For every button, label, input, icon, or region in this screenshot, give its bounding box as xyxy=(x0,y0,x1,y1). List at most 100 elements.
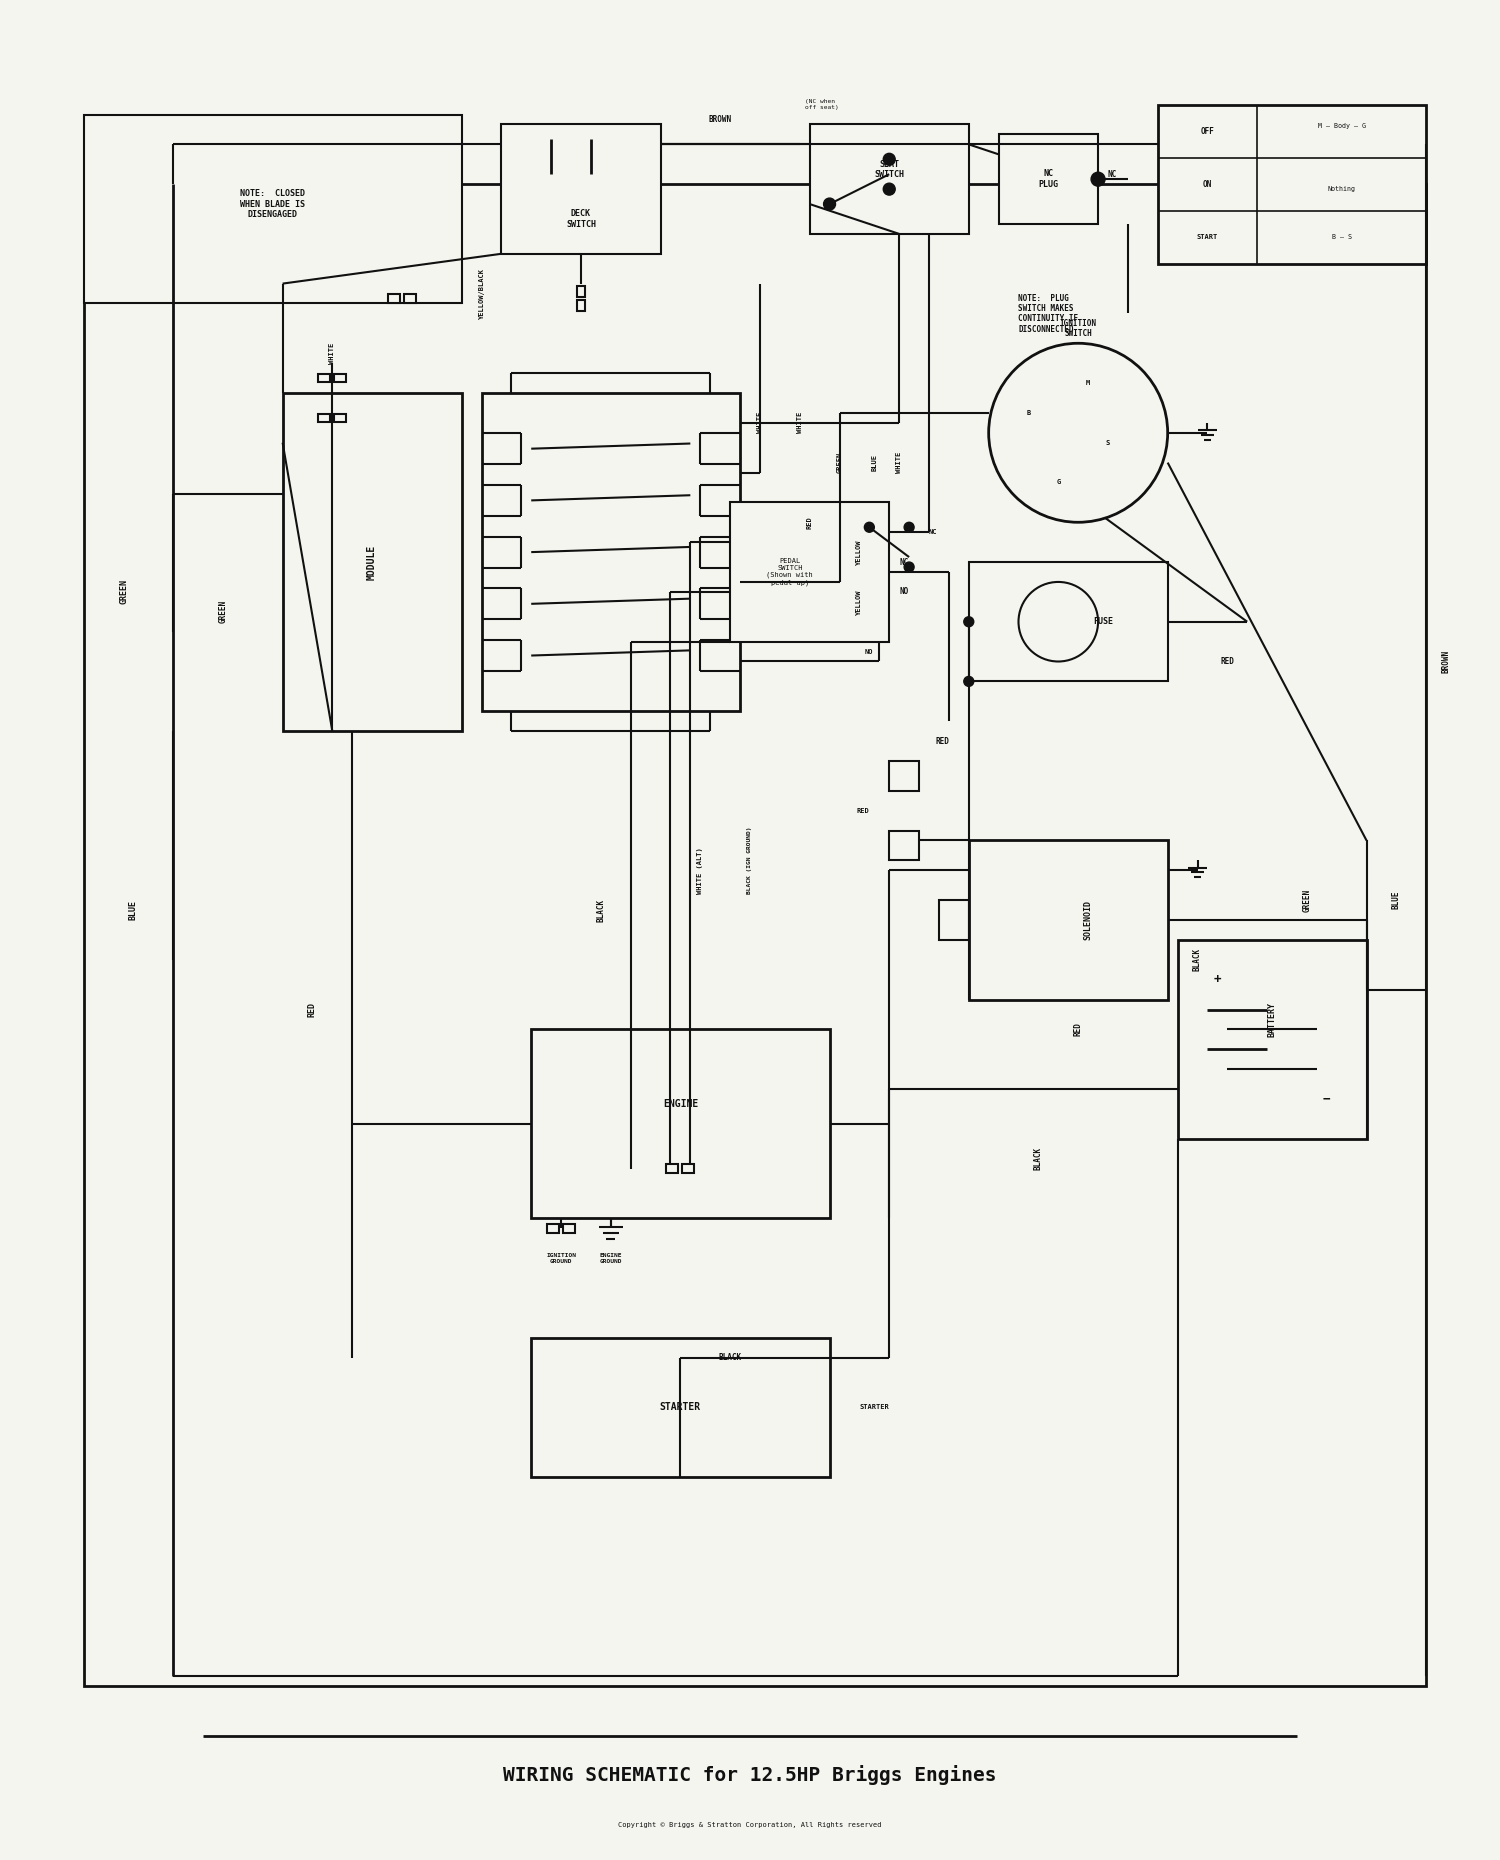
Bar xyxy=(939,900,969,939)
Text: START: START xyxy=(1197,234,1218,240)
Text: MODULE: MODULE xyxy=(368,545,376,580)
Text: +: + xyxy=(1214,973,1221,986)
Bar xyxy=(562,1224,574,1233)
Bar xyxy=(666,1164,678,1174)
Text: YELLOW: YELLOW xyxy=(856,539,862,565)
Circle shape xyxy=(884,182,896,195)
Text: YELLOW/BLACK: YELLOW/BLACK xyxy=(478,268,484,320)
Text: S: S xyxy=(1106,439,1110,446)
Text: IGNITION
GROUND: IGNITION GROUND xyxy=(546,1254,576,1263)
Text: STARTER: STARTER xyxy=(660,1402,700,1412)
Bar xyxy=(730,502,890,642)
Circle shape xyxy=(904,523,914,532)
Text: RED: RED xyxy=(934,737,950,746)
Bar xyxy=(388,294,400,303)
Text: M: M xyxy=(1086,379,1090,387)
Bar xyxy=(334,413,346,422)
Bar xyxy=(999,134,1098,223)
Text: SEAT
SWITCH: SEAT SWITCH xyxy=(874,160,904,179)
Circle shape xyxy=(904,562,914,573)
Text: Copyright © Briggs & Stratton Corporation, All Rights reserved: Copyright © Briggs & Stratton Corporatio… xyxy=(618,1823,882,1828)
Text: BLACK: BLACK xyxy=(1034,1148,1042,1170)
Text: WHITE: WHITE xyxy=(796,413,802,433)
Text: YELLOW: YELLOW xyxy=(856,590,862,614)
Bar xyxy=(318,374,330,383)
Bar xyxy=(531,1337,830,1477)
Text: B – S: B – S xyxy=(1332,234,1352,240)
Bar xyxy=(890,761,920,790)
Text: NOTE:  CLOSED
WHEN BLADE IS
DISENGAGED: NOTE: CLOSED WHEN BLADE IS DISENGAGED xyxy=(240,190,304,219)
Bar xyxy=(501,125,660,253)
Text: BLACK (IGN GROUND): BLACK (IGN GROUND) xyxy=(747,826,753,895)
Text: NC: NC xyxy=(1108,169,1118,179)
Bar xyxy=(404,294,416,303)
Text: NC: NC xyxy=(900,558,909,567)
Bar xyxy=(548,1224,560,1233)
Bar xyxy=(682,1164,694,1174)
Circle shape xyxy=(1019,582,1098,662)
Text: ENGINE: ENGINE xyxy=(663,1099,698,1109)
Text: BROWN: BROWN xyxy=(708,115,732,125)
Bar xyxy=(531,1029,830,1218)
Text: NO: NO xyxy=(900,588,909,597)
Bar xyxy=(969,841,1167,999)
Text: STARTER: STARTER xyxy=(859,1404,889,1410)
Text: IGNITION
SWITCH: IGNITION SWITCH xyxy=(1059,318,1096,339)
Text: BLACK: BLACK xyxy=(1192,949,1202,971)
Text: DECK
SWITCH: DECK SWITCH xyxy=(566,210,596,229)
Bar xyxy=(578,301,585,311)
Bar xyxy=(84,115,462,303)
Bar xyxy=(578,286,585,296)
Text: OFF: OFF xyxy=(1200,126,1215,136)
Text: M – Body – G: M – Body – G xyxy=(1317,123,1365,128)
Text: BATTERY: BATTERY xyxy=(1268,1003,1276,1038)
Text: GREEN: GREEN xyxy=(1302,889,1311,911)
Circle shape xyxy=(964,618,974,627)
Text: SOLENOID: SOLENOID xyxy=(1083,900,1092,939)
Text: ON: ON xyxy=(1203,180,1212,188)
Text: WIRING SCHEMATIC for 12.5HP Briggs Engines: WIRING SCHEMATIC for 12.5HP Briggs Engin… xyxy=(503,1765,996,1786)
Text: NOTE:  PLUG
SWITCH MAKES
CONTINUITY IF
DISCONNECTED: NOTE: PLUG SWITCH MAKES CONTINUITY IF DI… xyxy=(1019,294,1078,333)
Text: BLACK: BLACK xyxy=(718,1352,741,1362)
Text: BLUE: BLUE xyxy=(129,900,138,921)
Text: GREEN: GREEN xyxy=(219,601,228,623)
Text: ENGINE
GROUND: ENGINE GROUND xyxy=(600,1254,622,1263)
Text: FUSE: FUSE xyxy=(1094,618,1113,627)
Text: −: − xyxy=(1323,1092,1330,1105)
Text: WHITE (ALT): WHITE (ALT) xyxy=(698,846,703,893)
Circle shape xyxy=(824,197,836,210)
Circle shape xyxy=(884,153,896,166)
Text: G: G xyxy=(1056,480,1060,485)
Circle shape xyxy=(1090,173,1106,186)
Text: BLACK: BLACK xyxy=(597,898,606,923)
Bar xyxy=(810,125,969,234)
Bar xyxy=(282,392,462,731)
Text: RED: RED xyxy=(1074,1023,1083,1036)
Text: WHITE: WHITE xyxy=(758,413,764,433)
Text: WHITE: WHITE xyxy=(330,342,336,365)
Bar xyxy=(969,562,1167,681)
Text: PEDAL
SWITCH
(Shown with
pedal up): PEDAL SWITCH (Shown with pedal up) xyxy=(766,558,813,586)
Text: RED: RED xyxy=(807,515,813,528)
Bar xyxy=(1158,104,1426,264)
Bar xyxy=(890,831,920,861)
Text: B: B xyxy=(1026,409,1030,417)
Text: BRIGGS
& STRATTON: BRIGGS & STRATTON xyxy=(596,835,746,885)
Bar xyxy=(1178,939,1366,1138)
Text: Nothing: Nothing xyxy=(1328,186,1356,192)
Text: RED: RED xyxy=(308,1003,316,1017)
Text: NC: NC xyxy=(928,530,938,536)
Text: BLUE: BLUE xyxy=(1392,891,1401,910)
Circle shape xyxy=(864,523,874,532)
Bar xyxy=(482,392,740,711)
Text: BLUE: BLUE xyxy=(871,454,877,471)
Text: RED: RED xyxy=(1221,657,1234,666)
Text: NO: NO xyxy=(865,649,873,655)
Text: (NC when
off seat): (NC when off seat) xyxy=(804,99,838,110)
Circle shape xyxy=(988,344,1167,523)
Text: RED: RED xyxy=(856,807,870,813)
Text: WHITE: WHITE xyxy=(896,452,902,472)
Circle shape xyxy=(964,677,974,686)
Text: GREEN: GREEN xyxy=(118,578,128,605)
Text: BROWN: BROWN xyxy=(1442,649,1450,673)
